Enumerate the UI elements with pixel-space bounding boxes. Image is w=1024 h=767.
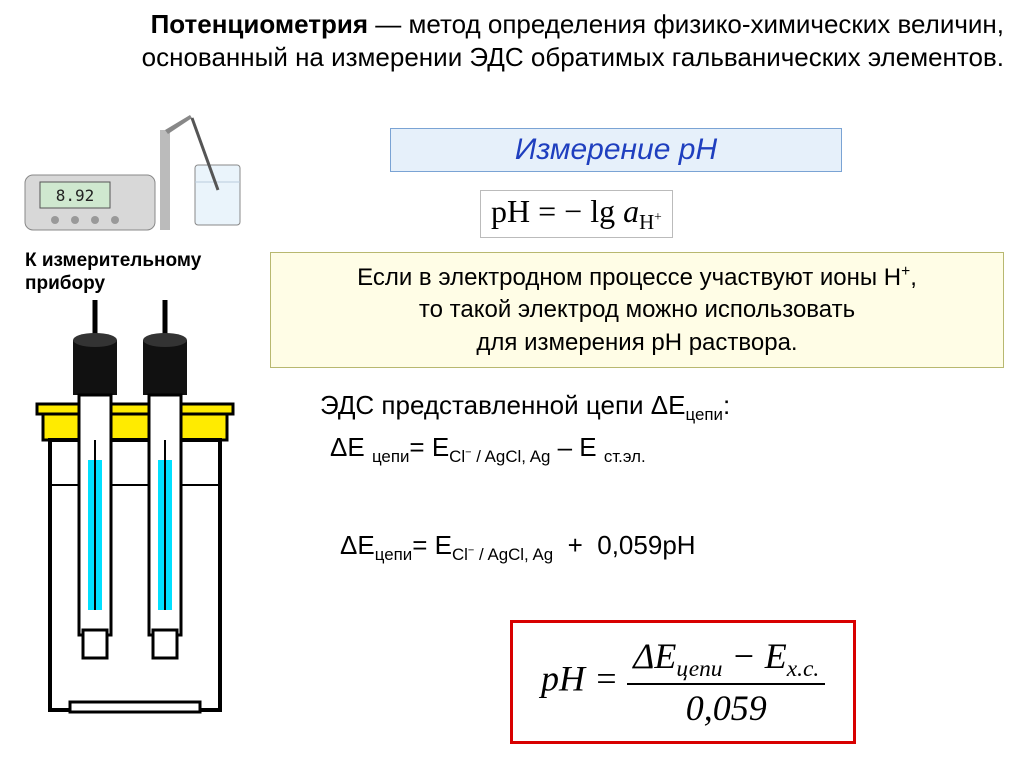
electrode-diagram	[25, 300, 255, 730]
page-title: Потенциометрия — метод определения физик…	[20, 8, 1004, 73]
formula-ph-definition: pH = − lg aH+	[480, 190, 673, 238]
eds-intro-line: ЭДС представленной цепи ΔEцепи:	[320, 390, 730, 425]
info-box: Если в электродном процессе участвуют ио…	[270, 252, 1004, 368]
title-bold: Потенциометрия	[151, 9, 368, 39]
eds-equation-2: ΔEцепи= ECl− / AgCl, Ag + 0,059pH	[340, 530, 696, 565]
ph-meter-image: 8.92	[20, 110, 250, 240]
ph-measurement-title: Измерение рН	[390, 128, 842, 172]
ph-meter-display: 8.92	[56, 186, 95, 205]
measure-label: К измерительному прибору	[25, 250, 201, 296]
eds-equation-1: ΔE цепи= ECl− / AgCl, Ag – E ст.эл.	[330, 432, 646, 467]
final-ph-formula: pH = ΔEцепи − Ex.c. 0,059	[510, 620, 856, 744]
